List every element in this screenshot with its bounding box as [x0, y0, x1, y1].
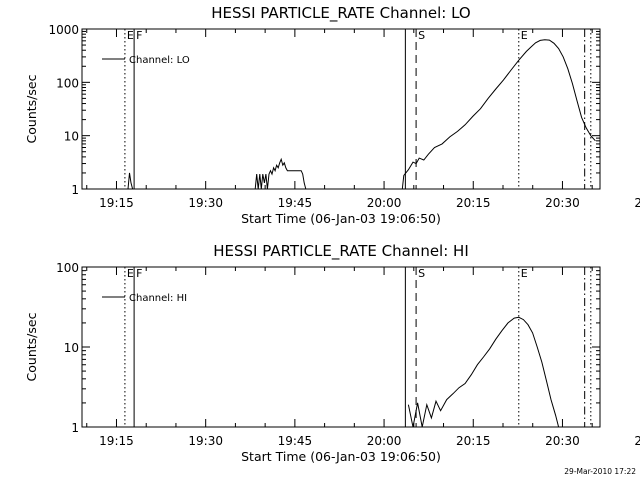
x-tick-label: 20:45 [634, 434, 640, 448]
x-tick-label: 20:30 [545, 196, 580, 210]
panel-lo: HESSI PARTICLE_RATE Channel: LO 19:15 19:3… [24, 4, 640, 226]
x-tick-label: 20:15 [456, 434, 491, 448]
y-tick-label: 1 [71, 421, 79, 435]
y-tick-label: 100 [56, 261, 79, 275]
y-tick-label: 100 [56, 76, 79, 90]
plot-frame [81, 266, 601, 428]
panel-hi: HESSI PARTICLE_RATE Channel: HI 19:15 19:3… [24, 242, 640, 464]
event-marker-label: E [521, 267, 528, 280]
x-tick-label: 20:15 [456, 196, 491, 210]
x-tick-label: 20:45 [634, 196, 640, 210]
y-tick-label: 1 [71, 183, 79, 197]
event-marker-label: S [418, 29, 425, 42]
chart-title: HESSI PARTICLE_RATE Channel: LO [211, 4, 470, 23]
series-line [407, 316, 560, 427]
y-tick-label: 10 [64, 341, 79, 355]
series-line [82, 39, 596, 189]
legend-label: Channel: LO [129, 55, 190, 66]
x-tick-label: 19:45 [278, 434, 313, 448]
x-axis-label: Start Time (06-Jan-03 19:06:50) [241, 211, 441, 226]
event-marker-label: S [418, 267, 425, 280]
y-tick-label: 1000 [48, 23, 79, 37]
x-tick-label: 20:00 [367, 196, 402, 210]
plot-frame [81, 28, 601, 190]
x-tick-label: 19:30 [188, 434, 223, 448]
event-marker-label: F [136, 29, 142, 42]
x-tick-label: 20:30 [545, 434, 580, 448]
x-tick-label: 19:30 [188, 196, 223, 210]
y-axis-label: Counts/sec [24, 312, 39, 381]
event-marker-label: E [127, 267, 134, 280]
event-marker-label: E [521, 29, 528, 42]
y-tick-label: 10 [64, 130, 79, 144]
event-marker-label: F [136, 267, 142, 280]
chart-title: HESSI PARTICLE_RATE Channel: HI [213, 242, 469, 261]
timestamp: 29-Mar-2010 17:22 [564, 467, 636, 476]
x-tick-label: 19:15 [99, 434, 134, 448]
y-axis-label: Counts/sec [24, 74, 39, 143]
legend-label: Channel: HI [129, 293, 187, 304]
x-tick-label: 19:45 [278, 196, 313, 210]
event-marker-label: E [127, 29, 134, 42]
x-tick-label: 20:00 [367, 434, 402, 448]
x-axis-label: Start Time (06-Jan-03 19:06:50) [241, 449, 441, 464]
x-tick-label: 19:15 [99, 196, 134, 210]
